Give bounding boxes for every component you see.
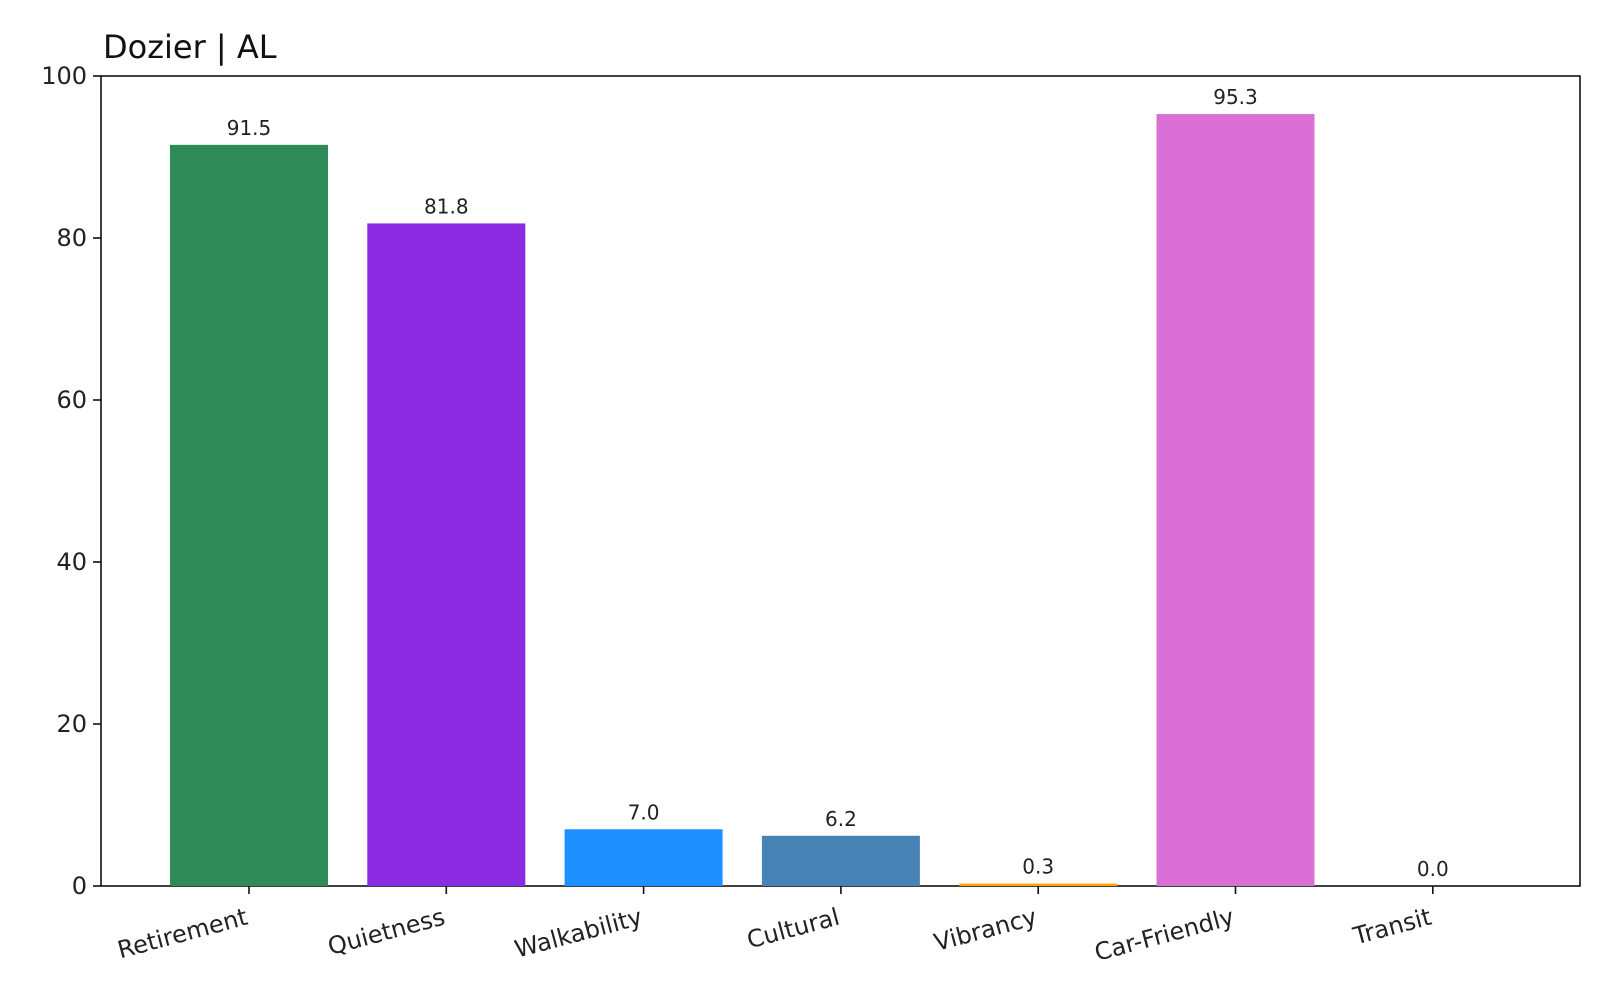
value-label: 91.5 bbox=[227, 116, 272, 140]
y-tick-label: 100 bbox=[41, 62, 87, 90]
bar-quietness bbox=[367, 223, 526, 887]
value-label: 95.3 bbox=[1213, 85, 1258, 109]
value-label: 81.8 bbox=[424, 194, 469, 218]
x-tick-label: Cultural bbox=[744, 903, 843, 955]
x-tick-label: Car-Friendly bbox=[1092, 903, 1238, 967]
y-tick-label: 40 bbox=[56, 548, 87, 576]
value-label: 0.3 bbox=[1022, 855, 1054, 879]
x-tick-label: Quietness bbox=[325, 903, 448, 961]
x-tick-label: Transit bbox=[1349, 903, 1434, 951]
value-label: 0.0 bbox=[1417, 857, 1449, 881]
bars-layer bbox=[170, 114, 1315, 887]
y-tick-label: 20 bbox=[56, 710, 87, 738]
labels-layer: 91.5 81.8 7.0 6.2 0.3 95.3 0.0 bbox=[227, 85, 1449, 881]
y-tick-label: 80 bbox=[56, 224, 87, 252]
value-label: 6.2 bbox=[825, 807, 857, 831]
bar-car-friendly bbox=[1156, 114, 1315, 886]
y-tick-label: 60 bbox=[56, 386, 87, 414]
y-tick-label: 0 bbox=[72, 872, 87, 900]
bar-retirement bbox=[170, 144, 328, 887]
x-tick-label: Walkability bbox=[512, 903, 645, 964]
chart-title: Dozier | AL bbox=[103, 28, 277, 66]
x-tick-label: Retirement bbox=[115, 903, 251, 965]
bar-vibrancy bbox=[959, 883, 1118, 886]
bar-cultural bbox=[761, 835, 920, 886]
value-label: 7.0 bbox=[628, 800, 660, 824]
x-tick-label: Vibrancy bbox=[931, 903, 1040, 957]
bar-walkability bbox=[564, 829, 723, 886]
